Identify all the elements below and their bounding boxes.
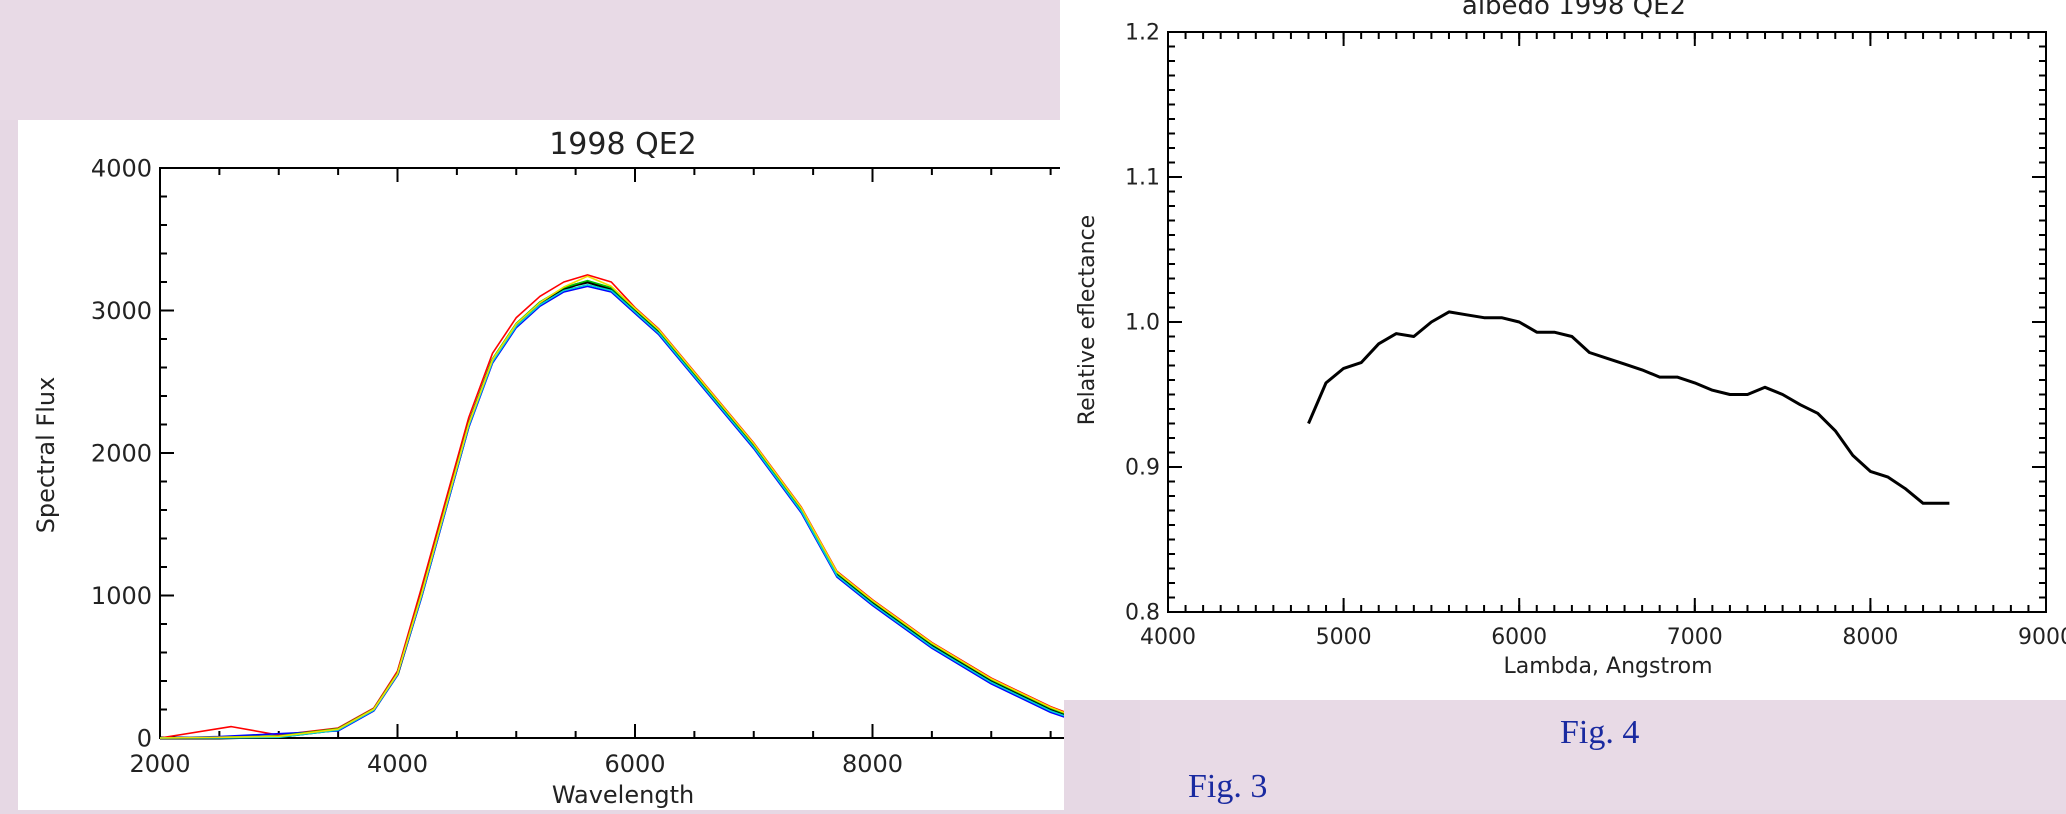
- x-tick-label: 7000: [1667, 625, 1723, 650]
- y-axis-label: Relative eflectance: [1075, 215, 1100, 425]
- top-left-band: [0, 0, 1064, 120]
- chart-title: 1998 QE2: [549, 127, 697, 162]
- x-tick-label: 5000: [1316, 625, 1372, 650]
- y-tick-label: 4000: [91, 154, 152, 182]
- spectral-flux-panel: 1998 QE2 Spectral Flux Wavelength 2000 40…: [18, 120, 1148, 810]
- albedo-chart: albedo 1998 QE2 Relative eflectance Lamb…: [1075, 0, 2066, 679]
- figure-4-caption: Fig. 4: [1560, 714, 1640, 751]
- albedo-panel: albedo 1998 QE2 Relative eflectance Lamb…: [1060, 0, 2066, 700]
- plot-frame: [1167, 31, 2047, 613]
- series-line-2: [159, 285, 1111, 739]
- x-tick-label: 4000: [367, 750, 428, 778]
- spectral-flux-chart: 1998 QE2 Spectral Flux Wavelength 2000 40…: [32, 127, 1148, 809]
- x-axis-label: Lambda, Angstrom: [1503, 654, 1712, 679]
- x-tick-label: 2000: [129, 750, 190, 778]
- x-tick-label: 4000: [1140, 625, 1196, 650]
- y-tick-label: 0.9: [1125, 456, 1160, 481]
- series-line-0: [1307, 310, 1950, 505]
- y-tick-label: 1.1: [1125, 166, 1160, 191]
- series-line-5: [159, 275, 1111, 739]
- y-axis-label: Spectral Flux: [32, 377, 60, 534]
- x-tick-label: 8000: [1842, 625, 1898, 650]
- figure-3-caption: Fig. 3: [1188, 768, 1268, 805]
- y-tick-label: 1000: [91, 582, 152, 610]
- y-tick-label: 1.2: [1125, 21, 1160, 46]
- y-tick-label: 2000: [91, 439, 152, 467]
- series-line-4: [160, 284, 1111, 739]
- caption-band: [1140, 700, 2066, 810]
- series-lines: [1307, 310, 1950, 505]
- axes: 20004000600080001000001000200030004000: [91, 154, 1148, 778]
- series-line-1: [159, 274, 1111, 739]
- series-line-0: [160, 280, 1111, 740]
- plot-frame: [159, 167, 1111, 739]
- y-tick-label: 0: [137, 724, 152, 752]
- x-axis-label: Wavelength: [552, 781, 694, 809]
- y-tick-label: 0.8: [1125, 601, 1160, 626]
- y-tick-label: 1.0: [1125, 311, 1160, 336]
- chart-title: albedo 1998 QE2: [1462, 0, 1686, 21]
- x-tick-label: 8000: [842, 750, 903, 778]
- series-lines: [159, 274, 1111, 740]
- x-tick-label: 6000: [1491, 625, 1547, 650]
- y-tick-label: 3000: [91, 297, 152, 325]
- series-line-3: [159, 279, 1111, 739]
- x-tick-label: 6000: [604, 750, 665, 778]
